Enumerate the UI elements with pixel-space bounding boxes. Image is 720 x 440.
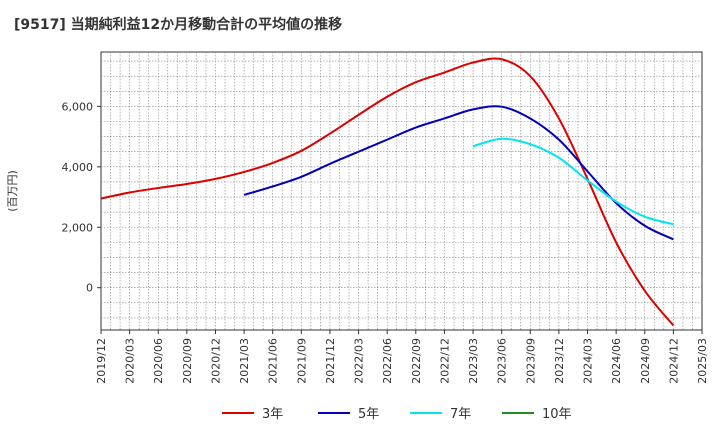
x-tick-label: 2022/12 xyxy=(438,338,451,384)
y-tick-label: 0 xyxy=(86,282,93,295)
x-tick-label: 2023/03 xyxy=(467,338,480,384)
x-tick-label: 2022/09 xyxy=(410,338,423,384)
x-tick-label: 2020/03 xyxy=(124,338,137,384)
x-tick-label: 2024/03 xyxy=(582,338,595,384)
x-tick-label: 2020/12 xyxy=(209,338,222,384)
x-tick-label: 2024/09 xyxy=(639,338,652,384)
x-tick-label: 2021/03 xyxy=(238,338,251,384)
x-tick-label: 2023/12 xyxy=(553,338,566,384)
x-tick-label: 2020/09 xyxy=(181,338,194,384)
legend-label-2: 5年 xyxy=(358,407,379,422)
x-tick-label: 2021/06 xyxy=(267,338,280,384)
series-line-3 xyxy=(472,137,674,226)
y-tick-label: 2,000 xyxy=(62,221,94,234)
legend-label-4: 10年 xyxy=(542,407,572,422)
y-axis-label: (百万円) xyxy=(6,170,19,212)
y-tick-label: 4,000 xyxy=(62,161,94,174)
y-tick-label: 6,000 xyxy=(62,100,94,113)
series-line-1 xyxy=(100,57,675,327)
x-tick-label: 2022/06 xyxy=(381,338,394,384)
plot-area xyxy=(100,51,703,331)
legend-label-3: 7年 xyxy=(450,407,471,422)
x-tick-label: 2023/09 xyxy=(524,338,537,384)
x-tick-label: 2019/12 xyxy=(95,338,108,384)
x-tick-label: 2024/06 xyxy=(610,338,623,384)
x-tick-label: 2022/03 xyxy=(353,338,366,384)
chart-title: [9517] 当期純利益12か月移動合計の平均値の推移 xyxy=(14,17,343,33)
x-tick-label: 2020/06 xyxy=(152,338,165,384)
x-tick-label: 2024/12 xyxy=(667,338,680,384)
x-tick-label: 2021/12 xyxy=(324,338,337,384)
x-tick-label: 2023/06 xyxy=(496,338,509,384)
series-line-2 xyxy=(243,105,674,241)
x-tick-label: 2025/03 xyxy=(696,338,709,384)
legend-label-1: 3年 xyxy=(262,407,283,422)
x-tick-label: 2021/09 xyxy=(295,338,308,384)
